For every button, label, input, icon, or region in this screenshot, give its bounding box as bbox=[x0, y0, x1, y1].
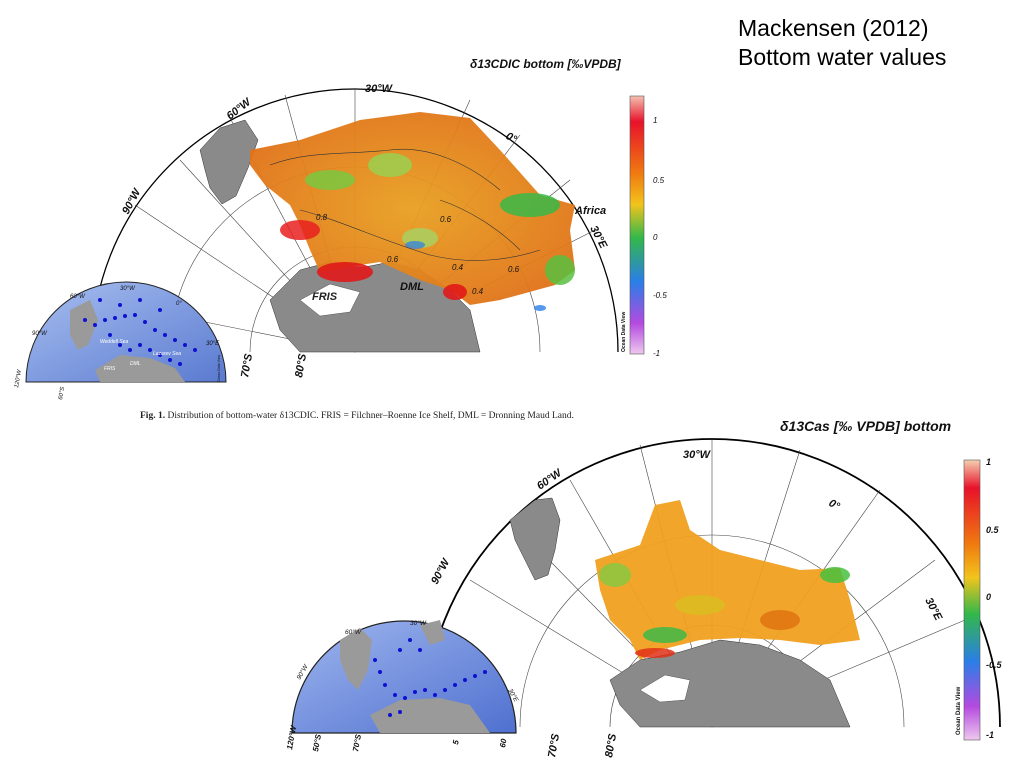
figure-2-data-field bbox=[595, 500, 860, 660]
fig1-contour-label: 0.6 bbox=[508, 265, 520, 274]
figure-2-map: 30°W 60°W 90°W 0° 30°E 70°S 80°S δ13Cas … bbox=[285, 418, 1003, 759]
fig1-contour-label: 0.4 bbox=[472, 287, 484, 296]
fris-ice-shelf bbox=[299, 283, 361, 317]
fig2-inset-lat: 5 bbox=[451, 739, 461, 745]
fig1-cb-tick: 0.5 bbox=[653, 176, 665, 185]
fig2-cb-tick: -1 bbox=[986, 730, 994, 740]
figure-1-inset-map: 30°W 60°W 90°W 0° 30°E 120°W 60°S Weddel… bbox=[14, 281, 227, 400]
fig1-inset-lazarev: Lazarev Sea bbox=[153, 351, 181, 357]
fig2-lon-label-90w: 90°W bbox=[429, 555, 453, 586]
fig2-cb-tick: 0.5 bbox=[986, 525, 1000, 535]
figure-1-colorbar: 1 0.5 0 -0.5 -1 Ocean Data View bbox=[621, 95, 667, 358]
slide-title-line-2: Bottom water values bbox=[738, 44, 947, 70]
fig1-region-dml: DML bbox=[400, 281, 424, 293]
figure-1-data-field bbox=[250, 112, 575, 305]
figure-1-map: 30°W 60°W 90°W 0° 30°E 70°S 80°S Africa … bbox=[14, 57, 667, 400]
slide-title: Mackensen (2012) Bottom water values bbox=[738, 14, 946, 72]
caption-text: Distribution of bottom-water δ13CDIC. FR… bbox=[167, 411, 574, 421]
fig1-inset-weddell: Weddell Sea bbox=[100, 339, 128, 345]
fig1-inset-dml: DML bbox=[130, 361, 141, 367]
fig1-lat-label-80s: 80°S bbox=[293, 352, 309, 378]
fig1-map-title: δ13CDIC bottom [‰VPDB] bbox=[470, 57, 622, 71]
fig1-contour-label: 0.4 bbox=[452, 263, 464, 272]
fig2-cb-credit: Ocean Data View bbox=[956, 686, 962, 735]
fig2-lon-label-0: 0° bbox=[827, 497, 843, 513]
fig1-inset-lon: 60°W bbox=[70, 294, 86, 300]
fig2-cb-tick: 0 bbox=[986, 592, 991, 602]
fig1-cb-tick: -0.5 bbox=[653, 291, 667, 300]
figure-2-main-map: 30°W 60°W 90°W 0° 30°E 70°S 80°S δ13Cas … bbox=[423, 418, 1001, 759]
fig1-region-africa: Africa bbox=[574, 205, 606, 217]
fig2-inset-lat: 120°W bbox=[285, 724, 298, 751]
fig2-map-title: δ13Cas [‰ VPDB] bottom bbox=[780, 418, 951, 434]
slide-title-line-1: Mackensen (2012) bbox=[738, 15, 929, 41]
fig1-cb-tick: 0 bbox=[653, 233, 658, 242]
caption-prefix: Fig. 1. bbox=[140, 411, 166, 421]
fig1-inset-fris: FRIS bbox=[104, 366, 116, 372]
fig1-lon-label-60w: 60°W bbox=[224, 95, 254, 122]
figure-2-inset-map: 30°W 60°W 90°W 30°E 120°W 50°S 70°S 5 60 bbox=[285, 619, 521, 752]
fig1-lat-label-70s: 70°S bbox=[239, 352, 255, 378]
fig1-lon-label-0: 0° bbox=[504, 130, 520, 146]
fig2-inset-lon: 30°W bbox=[410, 619, 427, 627]
fig2-lon-label-30e: 30°E bbox=[922, 596, 944, 623]
fig1-inset-lon: 30°E bbox=[206, 341, 220, 347]
fig2-cb-tick: -0.5 bbox=[986, 660, 1003, 670]
fig1-inset-stations bbox=[83, 298, 197, 366]
fig1-cb-tick: -1 bbox=[653, 349, 660, 358]
fig1-contour-label: 0.8 bbox=[316, 213, 328, 222]
fig1-inset-lon: 90°W bbox=[32, 331, 48, 337]
fig1-region-fris: FRIS bbox=[312, 291, 338, 303]
fig2-inset-lat: 60 bbox=[498, 737, 509, 748]
fig1-contour-label: 0.6 bbox=[387, 255, 399, 264]
fig2-lat-label-70s: 70°S bbox=[546, 732, 562, 758]
fig2-inset-lon: 60°W bbox=[345, 628, 362, 636]
fig2-inset-lat: 70°S bbox=[351, 733, 363, 752]
fig1-inset-lat: 60°S bbox=[58, 386, 66, 400]
fig1-contour-label: 0.6 bbox=[440, 215, 452, 224]
fig1-inset-lat: 120°W bbox=[14, 368, 23, 388]
fig1-cb-tick: 1 bbox=[653, 116, 657, 125]
fig1-inset-lon: 0° bbox=[176, 301, 182, 307]
figure-1-main-map: 30°W 60°W 90°W 0° 30°E 70°S 80°S Africa … bbox=[91, 57, 622, 379]
fig2-cb-tick: 1 bbox=[986, 457, 991, 467]
fig1-lon-label-30w: 30°W bbox=[365, 83, 394, 95]
figure-1-caption: Fig. 1. Distribution of bottom-water δ13… bbox=[140, 411, 574, 421]
fig2-inset-stations bbox=[373, 638, 487, 717]
fig1-inset-credit: Ocean Data View bbox=[217, 354, 221, 382]
fig2-lon-label-30w: 30°W bbox=[683, 449, 712, 461]
fig1-cb-credit: Ocean Data View bbox=[621, 312, 627, 352]
fig1-lon-label-30e: 30°E bbox=[587, 224, 609, 251]
fig2-lat-label-80s: 80°S bbox=[603, 732, 619, 758]
figure-2-colorbar: 1 0.5 0 -0.5 -1 Ocean Data View bbox=[956, 457, 1003, 741]
fig1-inset-lon: 30°W bbox=[120, 286, 136, 292]
fig2-inset-lat: 50°S bbox=[311, 733, 323, 752]
fig1-lon-label-90w: 90°W bbox=[120, 185, 144, 216]
